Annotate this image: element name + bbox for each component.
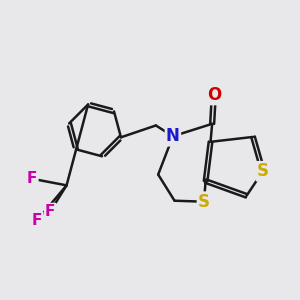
Text: F: F bbox=[27, 171, 38, 186]
Text: N: N bbox=[166, 127, 180, 145]
Text: S: S bbox=[198, 193, 210, 211]
Text: F: F bbox=[32, 213, 42, 228]
Text: S: S bbox=[257, 162, 269, 180]
Text: F: F bbox=[45, 204, 56, 219]
Text: O: O bbox=[207, 86, 221, 104]
